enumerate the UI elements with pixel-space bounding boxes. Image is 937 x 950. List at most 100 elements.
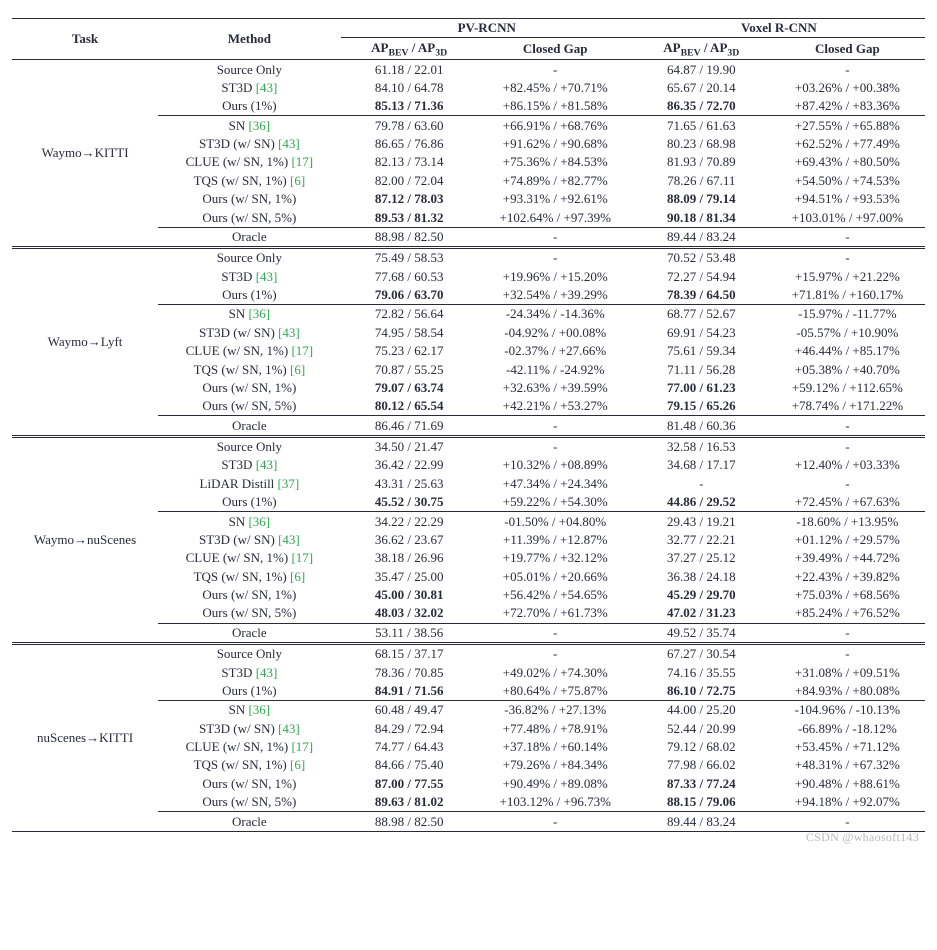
gap-voxel: +69.43% / +80.50% [770, 153, 925, 171]
gap-voxel: +71.81% / +160.17% [770, 286, 925, 305]
citation-ref: [6] [290, 362, 305, 377]
ap-pvrcnn: 80.12 / 65.54 [341, 397, 478, 416]
gap-voxel: +15.97% / +21.22% [770, 267, 925, 285]
ap-voxel: 81.93 / 70.89 [633, 153, 770, 171]
gap-voxel: - [770, 248, 925, 268]
ap-voxel: 89.44 / 83.24 [633, 227, 770, 247]
ap-voxel: 88.09 / 79.14 [633, 190, 770, 208]
ap-pvrcnn: 88.98 / 82.50 [341, 227, 478, 247]
ap-pvrcnn: 34.22 / 22.29 [341, 512, 478, 531]
method-cell: Ours (w/ SN, 5%) [158, 793, 341, 812]
ap-voxel: 52.44 / 20.99 [633, 719, 770, 737]
task-cell: Waymo→Lyft [12, 248, 158, 437]
gap-pvrcnn: +49.02% / +74.30% [478, 663, 633, 681]
gap-voxel: +59.12% / +112.65% [770, 379, 925, 397]
gap-pvrcnn: +90.49% / +89.08% [478, 775, 633, 793]
ap-voxel: 86.10 / 72.75 [633, 682, 770, 701]
gap-pvrcnn: - [478, 60, 633, 79]
gap-voxel: +94.51% / +93.53% [770, 190, 925, 208]
gap-pvrcnn: -24.34% / -14.36% [478, 305, 633, 324]
citation-ref: [43] [256, 457, 278, 472]
gap-pvrcnn: +91.62% / +90.68% [478, 135, 633, 153]
gap-voxel: +75.03% / +68.56% [770, 586, 925, 604]
citation-ref: [36] [248, 514, 270, 529]
header-model1: PV-RCNN [341, 19, 633, 38]
ap-voxel: 72.27 / 54.94 [633, 267, 770, 285]
gap-voxel: +53.45% / +71.12% [770, 738, 925, 756]
method-cell: ST3D (w/ SN) [43] [158, 324, 341, 342]
gap-voxel: - [770, 812, 925, 831]
ap-pvrcnn: 43.31 / 25.63 [341, 475, 478, 493]
ap-voxel: 44.86 / 29.52 [633, 493, 770, 512]
citation-ref: [43] [278, 532, 300, 547]
citation-ref: [6] [290, 173, 305, 188]
gap-voxel: +46.44% / +85.17% [770, 342, 925, 360]
citation-ref: [17] [291, 343, 313, 358]
method-cell: Ours (w/ SN, 1%) [158, 775, 341, 793]
ap-voxel: 45.29 / 29.70 [633, 586, 770, 604]
gap-voxel: +54.50% / +74.53% [770, 172, 925, 190]
table-row: Waymo→KITTISource Only61.18 / 22.01-64.8… [12, 60, 925, 79]
ap-pvrcnn: 88.98 / 82.50 [341, 812, 478, 831]
ap-voxel: 71.65 / 61.63 [633, 116, 770, 135]
gap-pvrcnn: -42.11% / -24.92% [478, 360, 633, 378]
method-cell: CLUE (w/ SN, 1%) [17] [158, 342, 341, 360]
gap-pvrcnn: +66.91% / +68.76% [478, 116, 633, 135]
method-cell: Ours (1%) [158, 682, 341, 701]
gap-pvrcnn: -36.82% / +27.13% [478, 701, 633, 720]
ap-voxel: 36.38 / 24.18 [633, 567, 770, 585]
method-cell: SN [36] [158, 305, 341, 324]
method-cell: CLUE (w/ SN, 1%) [17] [158, 549, 341, 567]
table-body: Waymo→KITTISource Only61.18 / 22.01-64.8… [12, 60, 925, 831]
method-cell: Ours (w/ SN, 5%) [158, 208, 341, 227]
gap-pvrcnn: - [478, 416, 633, 436]
method-cell: ST3D [43] [158, 79, 341, 97]
method-cell: Oracle [158, 623, 341, 643]
gap-pvrcnn: +86.15% / +81.58% [478, 97, 633, 116]
header-gap-1: Closed Gap [478, 38, 633, 60]
header-ap-1: APBEV / AP3D [341, 38, 478, 60]
gap-voxel: - [770, 475, 925, 493]
gap-voxel: +84.93% / +80.08% [770, 682, 925, 701]
method-cell: Source Only [158, 60, 341, 79]
gap-pvrcnn: +19.96% / +15.20% [478, 267, 633, 285]
gap-voxel: +72.45% / +67.63% [770, 493, 925, 512]
results-table: Task Method PV-RCNN Voxel R-CNN APBEV / … [12, 18, 925, 832]
gap-voxel: -18.60% / +13.95% [770, 512, 925, 531]
header-ap-2: APBEV / AP3D [633, 38, 770, 60]
gap-voxel: -05.57% / +10.90% [770, 324, 925, 342]
citation-ref: [17] [291, 550, 313, 565]
gap-voxel: -66.89% / -18.12% [770, 719, 925, 737]
ap-voxel: 32.77 / 22.21 [633, 531, 770, 549]
ap-voxel: 90.18 / 81.34 [633, 208, 770, 227]
gap-voxel: +05.38% / +40.70% [770, 360, 925, 378]
ap-voxel: 77.98 / 66.02 [633, 756, 770, 774]
ap-pvrcnn: 35.47 / 25.00 [341, 567, 478, 585]
ap-voxel: 75.61 / 59.34 [633, 342, 770, 360]
citation-ref: [43] [256, 80, 278, 95]
gap-pvrcnn: - [478, 812, 633, 831]
ap-pvrcnn: 45.00 / 30.81 [341, 586, 478, 604]
ap-pvrcnn: 72.82 / 56.64 [341, 305, 478, 324]
gap-pvrcnn: +11.39% / +12.87% [478, 531, 633, 549]
ap-pvrcnn: 84.91 / 71.56 [341, 682, 478, 701]
gap-voxel: +03.26% / +00.38% [770, 79, 925, 97]
gap-pvrcnn: +82.45% / +70.71% [478, 79, 633, 97]
table-row: Waymo→nuScenesSource Only34.50 / 21.47-3… [12, 436, 925, 456]
gap-voxel: +39.49% / +44.72% [770, 549, 925, 567]
ap-voxel: 47.02 / 31.23 [633, 604, 770, 623]
ap-pvrcnn: 77.68 / 60.53 [341, 267, 478, 285]
gap-pvrcnn: +75.36% / +84.53% [478, 153, 633, 171]
method-cell: Source Only [158, 248, 341, 268]
ap-pvrcnn: 89.63 / 81.02 [341, 793, 478, 812]
gap-pvrcnn: - [478, 248, 633, 268]
citation-ref: [6] [290, 757, 305, 772]
gap-pvrcnn: +10.32% / +08.89% [478, 456, 633, 474]
ap-voxel: - [633, 475, 770, 493]
gap-pvrcnn: - [478, 227, 633, 247]
gap-voxel: +85.24% / +76.52% [770, 604, 925, 623]
ap-pvrcnn: 79.78 / 63.60 [341, 116, 478, 135]
method-cell: SN [36] [158, 512, 341, 531]
ap-pvrcnn: 86.65 / 76.86 [341, 135, 478, 153]
citation-ref: [6] [290, 569, 305, 584]
